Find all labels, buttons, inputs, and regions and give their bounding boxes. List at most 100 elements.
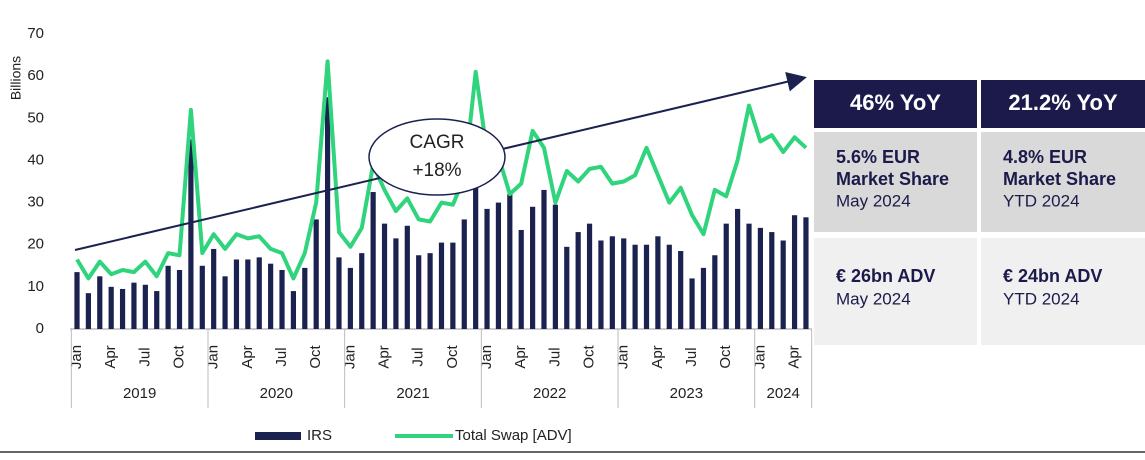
year-label: 2024	[766, 385, 799, 402]
x-tick-label: Jan	[205, 345, 222, 369]
bar	[279, 270, 285, 329]
x-tick-label: Jan	[68, 345, 85, 369]
bar	[438, 242, 445, 329]
bar	[621, 238, 627, 329]
annotation-bubble	[368, 118, 506, 196]
bar	[233, 259, 240, 329]
panel-cell	[981, 132, 1145, 232]
line	[75, 59, 808, 281]
panel-header-text: 21.2% YoY	[1008, 90, 1118, 115]
bar	[359, 253, 365, 329]
bar	[473, 177, 479, 329]
x-tick-label: Jan	[478, 345, 495, 369]
bar	[142, 284, 148, 329]
bar	[245, 259, 251, 329]
bar	[564, 246, 570, 329]
annotation-text: CAGR	[410, 132, 465, 153]
x-tick-label: Apr	[375, 345, 392, 368]
bar	[393, 238, 399, 329]
x-tick-label: Jul	[546, 347, 563, 366]
x-tick-label: Jul	[136, 347, 153, 366]
x-tick-label: Jan	[341, 345, 358, 369]
x-tick-label: Jan	[615, 345, 632, 369]
bar	[507, 194, 513, 329]
bar	[381, 223, 388, 329]
bar	[678, 251, 684, 329]
y-tick-label: 30	[27, 194, 44, 211]
bar	[757, 227, 763, 329]
bar	[97, 276, 103, 329]
bar	[803, 217, 809, 329]
bar	[598, 240, 604, 329]
bar	[484, 208, 490, 329]
bar	[518, 229, 524, 329]
bar	[199, 265, 205, 329]
x-tick-label: Jul	[410, 347, 427, 366]
x-tick-label: Apr	[512, 345, 529, 368]
bar	[655, 236, 661, 329]
bar	[427, 253, 433, 329]
bar	[165, 265, 171, 329]
bar	[700, 267, 707, 329]
legend-label: Total Swap [ADV]	[455, 427, 572, 444]
panel-cell-title: € 26bn ADV	[836, 266, 935, 286]
bar	[723, 223, 729, 329]
year-label: 2021	[396, 385, 429, 402]
bar	[712, 255, 718, 329]
panel-cell-sub: May 2024	[836, 191, 911, 210]
panel-cell-title: Market Share	[1003, 169, 1116, 189]
panel-header-text: 46% YoY	[850, 90, 941, 115]
x-tick-label: Oct	[444, 345, 461, 369]
x-tick-label: Oct	[717, 345, 734, 369]
bar	[461, 219, 467, 329]
bar	[347, 267, 353, 329]
bar	[541, 189, 547, 329]
x-tick-label: Oct	[307, 345, 324, 369]
y-tick-label: 70	[27, 25, 44, 42]
panel-cell	[814, 238, 977, 345]
bar	[416, 255, 422, 329]
bar	[746, 223, 752, 329]
bar	[336, 257, 342, 329]
bar	[643, 244, 650, 329]
bar	[131, 282, 137, 329]
bar	[552, 204, 558, 329]
year-label: 2023	[670, 385, 703, 402]
panel-cell-title: € 24bn ADV	[1003, 266, 1102, 286]
x-tick-label: Jul	[683, 347, 700, 366]
x-tick-label: Apr	[649, 345, 666, 368]
bar	[769, 232, 775, 329]
bar	[119, 288, 126, 329]
bar	[256, 257, 262, 329]
bar	[450, 242, 456, 329]
year-label: 2020	[260, 385, 293, 402]
y-axis-label: Billions	[8, 56, 24, 100]
bar	[74, 272, 80, 329]
bar	[85, 293, 91, 329]
bar	[575, 232, 581, 329]
panel-cell-sub: May 2024	[836, 289, 911, 308]
legend-swatch	[255, 432, 301, 440]
bar	[176, 270, 183, 329]
bar	[290, 291, 297, 329]
panel-header	[981, 80, 1145, 128]
x-tick-label: Apr	[102, 345, 119, 368]
x-tick-label: Apr	[239, 345, 256, 368]
bar	[268, 263, 274, 329]
panel-cell-sub: YTD 2024	[1003, 191, 1080, 210]
bar	[495, 202, 502, 329]
y-tick-label: 20	[27, 236, 44, 253]
bar	[586, 223, 593, 329]
bar	[666, 244, 672, 329]
bar	[791, 215, 798, 329]
bar	[313, 219, 319, 329]
panel-cell	[981, 238, 1145, 345]
y-tick-label: 60	[27, 67, 44, 84]
bar	[370, 192, 376, 329]
y-tick-label: 0	[36, 320, 44, 337]
panel-cell-title: Market Share	[836, 169, 949, 189]
bar	[154, 291, 160, 329]
y-tick-label: 50	[27, 109, 44, 126]
